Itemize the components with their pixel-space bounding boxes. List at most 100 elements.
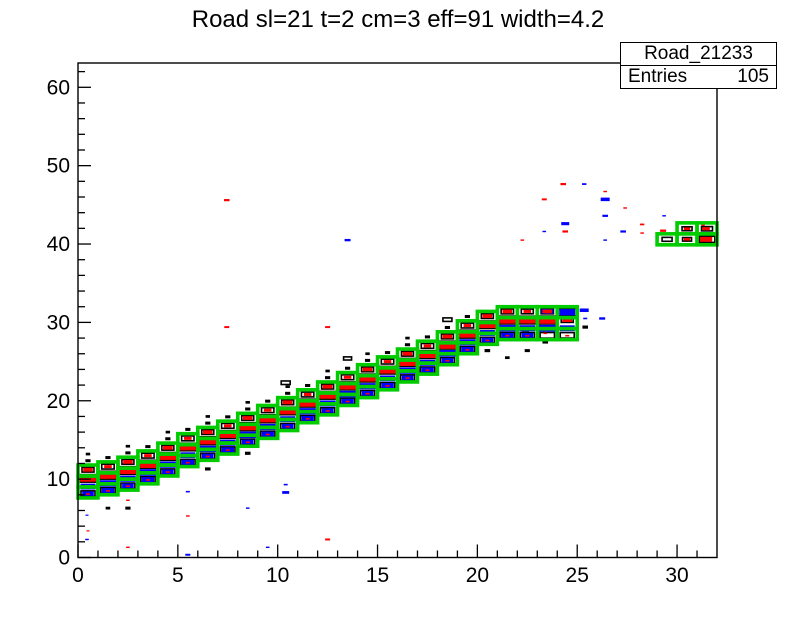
hits-red-box bbox=[603, 190, 607, 193]
hits-open-black-box bbox=[165, 437, 171, 441]
hits-open-black-box bbox=[542, 340, 549, 344]
hits-blue-box bbox=[599, 317, 606, 320]
hits-blue-box bbox=[582, 183, 587, 185]
hits-red-box bbox=[322, 384, 333, 389]
hits-blue-box bbox=[600, 197, 610, 202]
hits-red-box bbox=[562, 230, 569, 233]
hits-red-box bbox=[523, 309, 532, 313]
hits-red-box bbox=[683, 238, 691, 241]
hits-red-box bbox=[105, 490, 110, 492]
hits-red-box bbox=[298, 399, 317, 407]
hits-open-black-box bbox=[442, 317, 453, 323]
x-tick-label: 20 bbox=[466, 564, 489, 587]
hits-red-box bbox=[518, 316, 537, 324]
hits-open-black-box bbox=[342, 356, 353, 361]
hits-red-box bbox=[325, 410, 330, 412]
hits-open-black-box bbox=[539, 331, 556, 339]
hits-open-black-box bbox=[85, 459, 91, 463]
stats-entries-row: Entries 105 bbox=[621, 66, 776, 88]
y-tick-label: 0 bbox=[58, 547, 70, 570]
hits-red-box bbox=[242, 416, 253, 420]
hits-blue-box bbox=[283, 483, 288, 486]
hits-red-box bbox=[305, 418, 310, 420]
hits-red-box bbox=[303, 393, 312, 396]
hits-red-box bbox=[163, 445, 173, 450]
y-tick-label: 30 bbox=[47, 311, 70, 334]
hits-red-box bbox=[423, 344, 432, 348]
hits-red-box bbox=[385, 385, 390, 387]
hits-red-box bbox=[425, 369, 430, 371]
hits-open-black-box bbox=[85, 452, 91, 456]
hits-red-box bbox=[660, 229, 667, 232]
hits-blue-box bbox=[185, 490, 190, 493]
hits-blue-box bbox=[245, 507, 250, 509]
hits-open-black-box bbox=[125, 506, 131, 510]
hits-blue-box bbox=[561, 222, 570, 226]
stats-entries-value: 105 bbox=[737, 66, 769, 87]
hits-red-box bbox=[203, 430, 213, 434]
hits-red-box bbox=[482, 314, 493, 319]
hits-red-box bbox=[699, 236, 713, 242]
hits-blue-box bbox=[265, 546, 270, 549]
hits-red-box bbox=[282, 400, 293, 405]
hits-blue-box bbox=[542, 230, 547, 233]
hits-open-black-box bbox=[582, 325, 589, 329]
hits-red-box bbox=[318, 391, 337, 399]
hits-red-box bbox=[86, 530, 90, 532]
hits-red-box bbox=[683, 227, 691, 231]
y-tick-label: 50 bbox=[47, 155, 70, 178]
hits-red-box bbox=[485, 339, 490, 342]
hits-red-box bbox=[478, 321, 496, 329]
hits-red-box bbox=[186, 515, 190, 517]
hits-red-box bbox=[325, 326, 331, 329]
hits-red-box bbox=[640, 232, 644, 234]
hits-red-box bbox=[279, 407, 297, 415]
hits-open-black-box bbox=[205, 467, 211, 471]
hits-red-box bbox=[525, 334, 530, 337]
hits-red-box bbox=[458, 330, 477, 338]
y-tick-label: 10 bbox=[47, 468, 70, 491]
hits-red-box bbox=[639, 223, 645, 226]
hits-red-box bbox=[505, 334, 510, 337]
x-tick-label: 5 bbox=[172, 564, 184, 587]
hits-open-black-box bbox=[305, 383, 311, 387]
hits-red-box bbox=[437, 341, 457, 349]
hits-red-box bbox=[218, 431, 237, 438]
hits-red-box bbox=[498, 316, 517, 324]
hits-red-box bbox=[463, 324, 472, 328]
hits-red-box bbox=[125, 485, 130, 487]
hits-red-box bbox=[345, 400, 350, 403]
stats-histogram-name: Road_21233 bbox=[621, 43, 776, 66]
hits-red-box bbox=[104, 465, 112, 469]
hits-blue-box bbox=[85, 514, 89, 516]
hits-blue-box bbox=[344, 238, 351, 242]
hits-red-box bbox=[560, 182, 567, 186]
stats-box: Road_21233 Entries 105 bbox=[620, 42, 777, 89]
hits-red-box bbox=[398, 358, 417, 366]
hits-red-box bbox=[365, 392, 370, 395]
hits-red-box bbox=[79, 474, 97, 482]
hits-blue-box bbox=[85, 538, 89, 541]
hits-red-box bbox=[383, 360, 392, 364]
hits-red-box bbox=[138, 460, 158, 468]
hits-red-box bbox=[465, 349, 470, 351]
hits-red-box bbox=[285, 425, 290, 428]
hits-red-box bbox=[358, 374, 377, 382]
hits-open-black-box bbox=[105, 456, 111, 460]
hits-red-box bbox=[126, 499, 130, 501]
hits-red-box bbox=[158, 452, 177, 460]
hits-red-box bbox=[325, 538, 331, 541]
hits-open-black-box bbox=[364, 358, 371, 362]
hits-blue-box bbox=[602, 214, 608, 217]
hits-open-black-box bbox=[185, 427, 191, 431]
hits-open-black-box bbox=[344, 366, 351, 370]
hits-open-black-box bbox=[125, 444, 131, 448]
hits-red-box bbox=[702, 227, 710, 231]
hits-open-black-box bbox=[404, 343, 411, 347]
hits-open-black-box bbox=[105, 506, 111, 510]
hits-red-box bbox=[126, 546, 130, 549]
hits-red-box bbox=[623, 207, 627, 209]
hits-open-black-box bbox=[661, 236, 673, 243]
hits-red-box bbox=[119, 467, 137, 474]
hits-open-black-box bbox=[205, 421, 211, 425]
